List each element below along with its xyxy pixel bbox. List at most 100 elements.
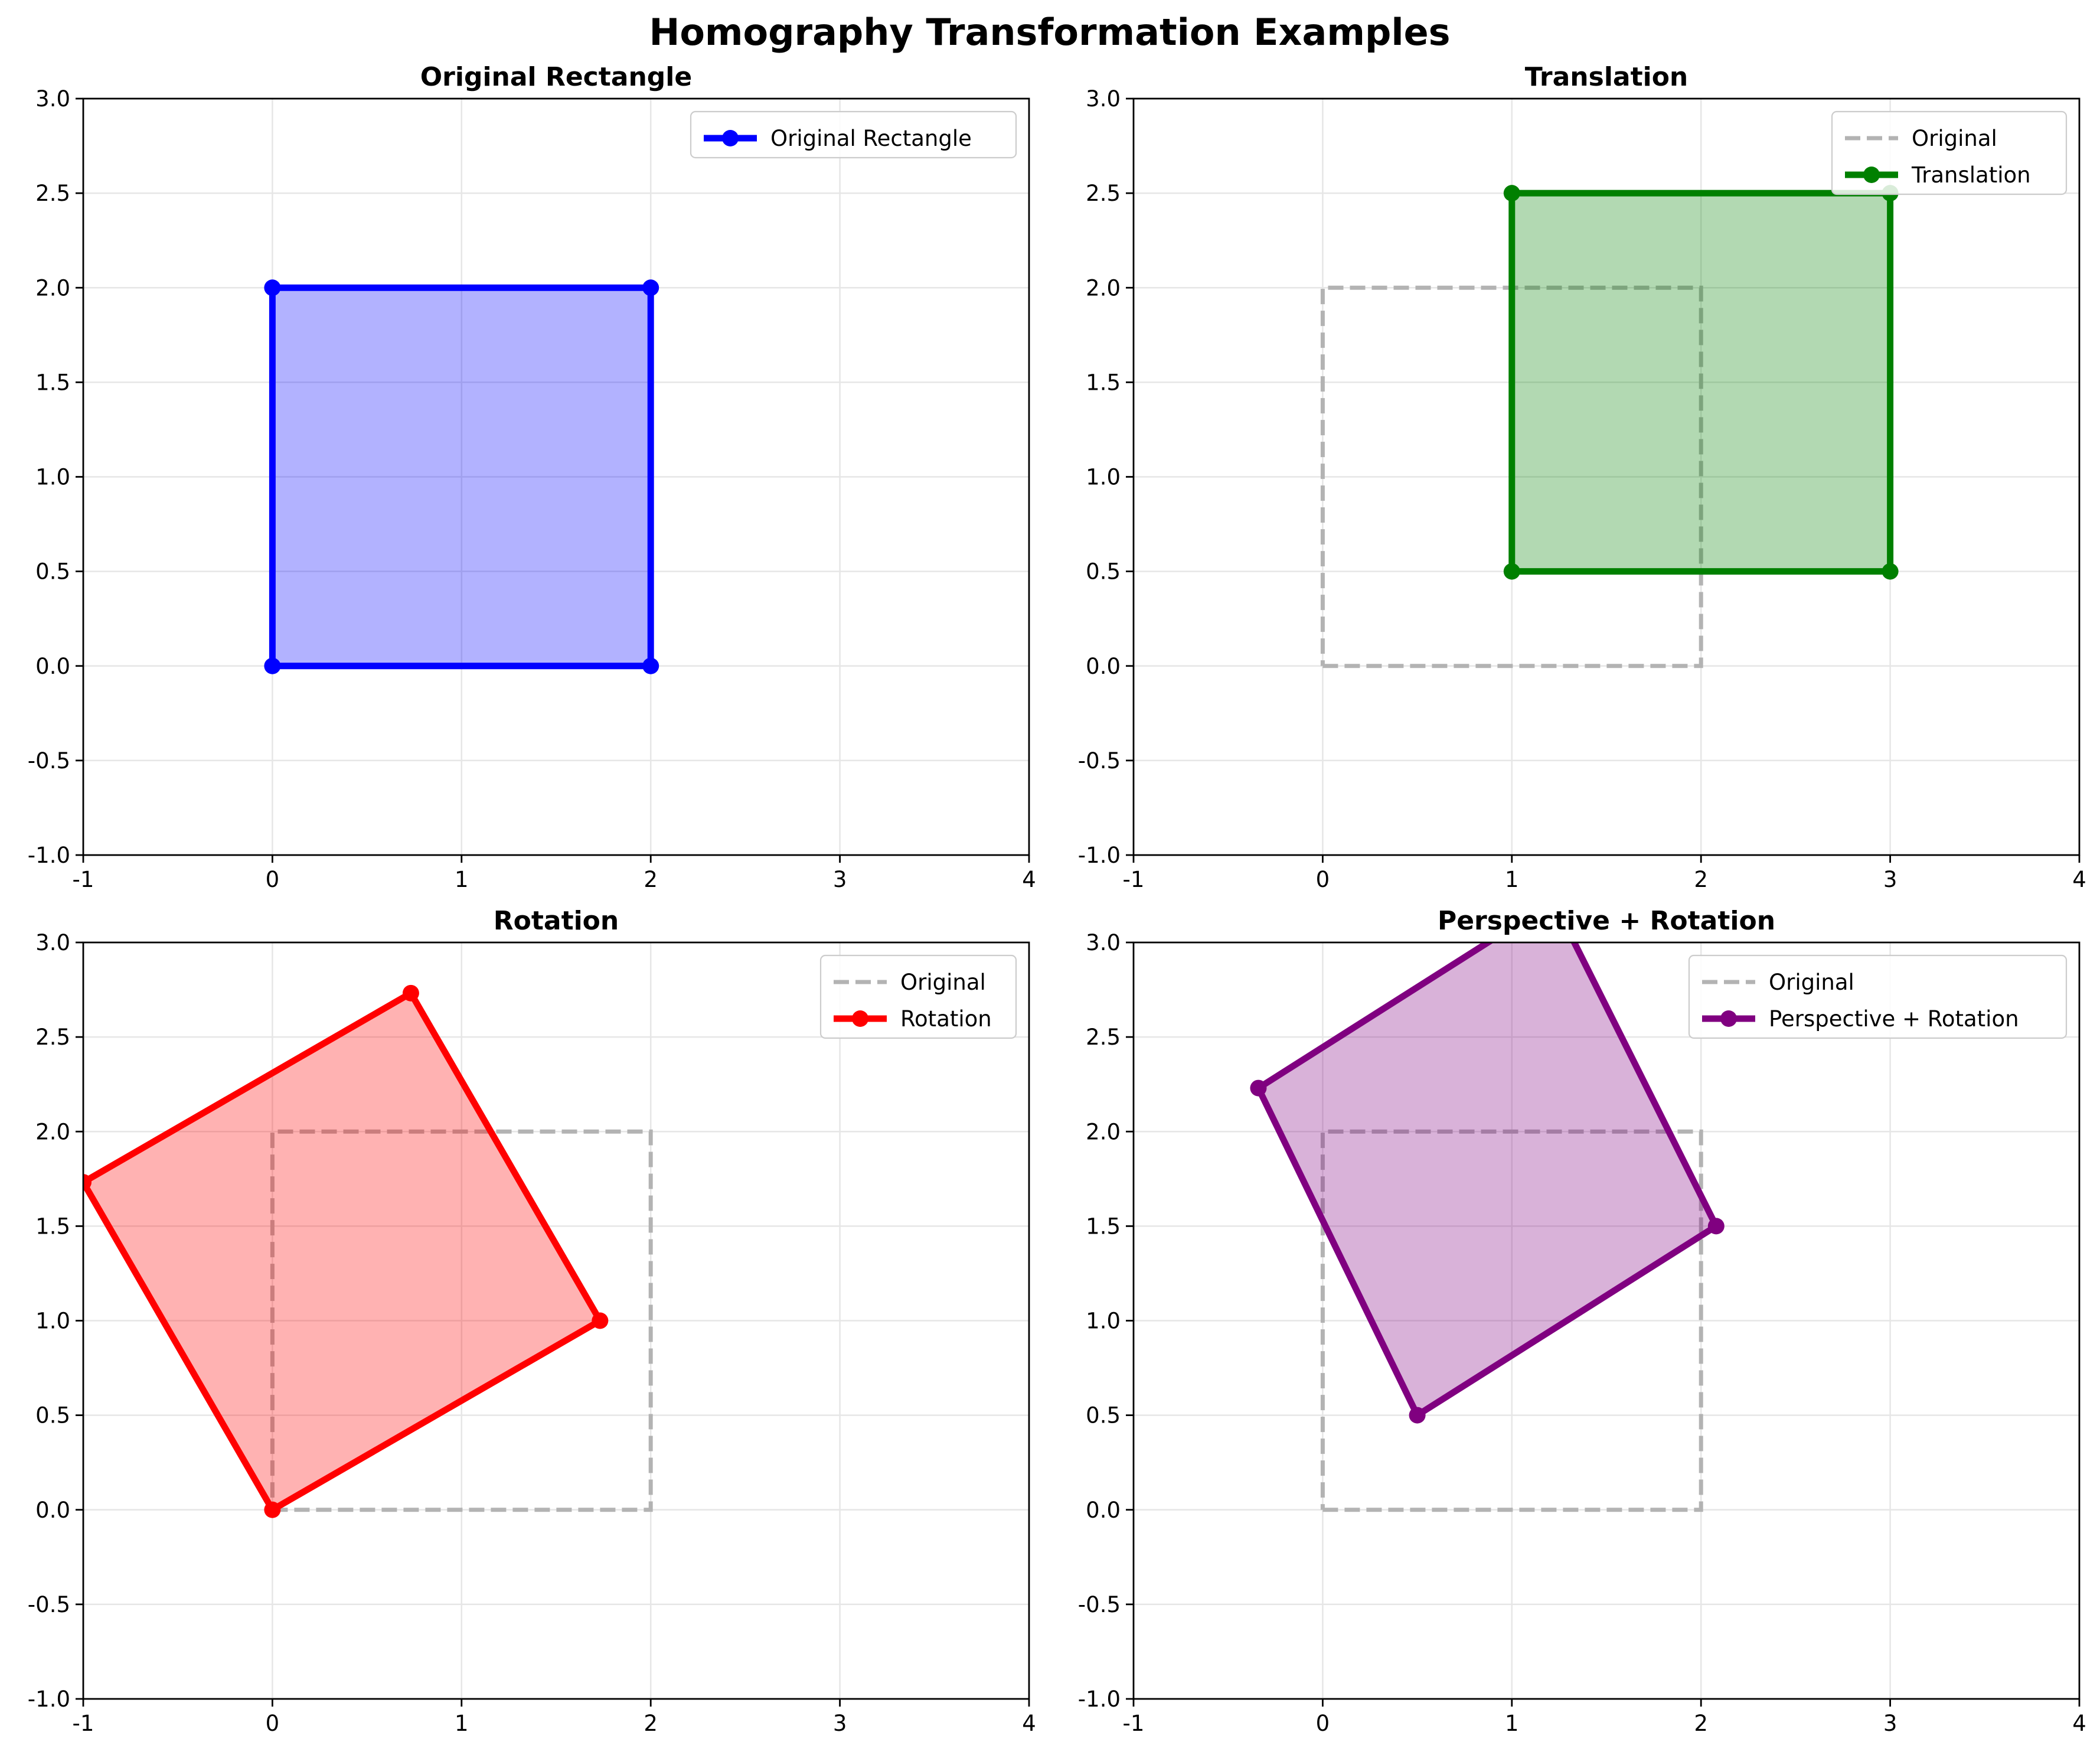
y-tick-label: 2.5 [1086,181,1121,206]
legend-frame [690,110,1017,159]
x-tick-label: 1 [1505,867,1519,892]
y-tick-label: -0.5 [28,1592,70,1617]
x-tick-label: 1 [455,1711,469,1736]
vertex-point-2 [1707,1218,1725,1235]
y-tick-label: -1.0 [28,843,70,868]
x-tick-label: 0 [266,867,280,892]
subplot-title: Original Rectangle [420,62,692,92]
x-tick-label: 3 [1883,867,1897,892]
y-tick-label: -0.5 [28,748,70,774]
vertex-point-4 [1503,185,1520,202]
shape-outline-line [1254,942,1720,1418]
x-tick-label: 0 [1316,867,1330,892]
y-tick-label: -0.5 [1078,748,1121,774]
legend-original-label: Original [1912,126,1997,151]
subplot-grid: -1 0 1 2 3 4 -1.0 -0.5 0.0 0.5 1.0 1.5 2.0 2.5 3.0 Orig… [28,62,2086,1736]
y-tick-label: 1.5 [1086,370,1121,395]
vertex-point-2 [642,657,659,674]
original-outline-line [1320,285,1703,668]
x-tick-label: -1 [73,1711,94,1736]
vertex-point-3 [402,984,419,1002]
legend-shape-label: Rotation [900,1006,992,1032]
x-tick-label: 4 [1022,867,1036,892]
x-tick-label: -1 [73,867,94,892]
vertex-point-2 [592,1312,609,1329]
y-tick-label: 1.0 [35,465,70,490]
shape-fill [1511,193,1890,572]
y-tick-label: 0.5 [35,1403,70,1428]
y-tick-label: 1.0 [1086,1309,1121,1334]
plot-area [264,279,659,674]
vertex-point-1 [1503,563,1520,580]
y-tick-label: 0.5 [1086,559,1121,585]
x-tick-label: 2 [644,1711,658,1736]
x-tick-label: -1 [1123,1711,1145,1736]
y-tick-label: 3.0 [1086,930,1121,955]
legend-shape-marker [722,130,739,146]
y-tick-label: 3.0 [35,86,70,112]
legend-frame [1688,954,2068,1039]
x-tick-label: 2 [644,867,658,892]
y-tick-label: -1.0 [1078,1687,1121,1712]
legend-original-label: Original [1769,970,1854,995]
y-tick-label: 2.0 [1086,1119,1121,1144]
legend-shape-label: Translation [1911,162,2031,188]
vertex-point-4 [83,1174,92,1191]
y-tick-label: 0.5 [35,559,70,585]
vertex-point-4 [1250,1079,1267,1097]
shape-fill [272,288,651,666]
x-tick-label: 3 [1883,1711,1897,1736]
subplot-2: -1 0 1 2 3 4 -1.0 -0.5 0.0 0.5 1.0 1.5 2.0 2.5 3.0 Tran… [1078,62,2086,892]
vertex-point-3 [642,279,659,296]
legend-shape-marker [1863,167,1880,183]
y-tick-label: 2.5 [35,1025,70,1050]
y-tick-label: 1.5 [1086,1214,1121,1239]
x-tick-label: 1 [455,867,469,892]
y-tick-label: 0.0 [35,654,70,679]
x-tick-label: 4 [2072,867,2086,892]
x-tick-label: 0 [266,1711,280,1736]
legend: Original Rotation [819,954,1017,1039]
x-tick-label: -1 [1123,867,1145,892]
y-tick-label: 2.5 [1086,1025,1121,1050]
y-tick-label: 1.5 [35,370,70,395]
y-tick-label: 0.0 [1086,654,1121,679]
x-tick-label: 4 [2072,1711,2086,1736]
subplot-3: -1 0 1 2 3 4 -1.0 -0.5 0.0 0.5 1.0 1.5 2.0 2.5 3.0 Rota… [28,906,1036,1736]
y-tick-label: 0.0 [1086,1498,1121,1523]
plot-area [83,984,653,1518]
y-tick-label: 2.0 [1086,275,1121,301]
y-tick-label: 1.0 [35,1309,70,1334]
legend-shape-label: Perspective + Rotation [1769,1006,2019,1032]
y-tick-label: 0.0 [35,1498,70,1523]
original-outline-line [270,1129,653,1512]
x-tick-label: 0 [1316,1711,1330,1736]
legend: Original Rectangle [690,110,1017,159]
subplot-title: Rotation [494,906,619,936]
vertex-point-1 [264,1501,281,1518]
vertex-point-2 [1882,563,1899,580]
legend-shape-marker [852,1010,868,1027]
vertex-point-1 [1409,1407,1426,1424]
y-tick-label: -1.0 [1078,843,1121,868]
y-tick-label: -1.0 [28,1687,70,1712]
x-tick-label: 2 [1694,1711,1708,1736]
y-tick-label: 3.0 [35,930,70,955]
y-tick-label: 3.0 [1086,86,1121,112]
shape-fill [83,993,600,1510]
y-tick-label: 2.0 [35,1119,70,1144]
subplot-title: Perspective + Rotation [1438,906,1775,936]
x-tick-label: 4 [1022,1711,1036,1736]
y-tick-label: 2.0 [35,275,70,301]
y-tick-label: 2.5 [35,181,70,206]
y-tick-label: 1.5 [35,1214,70,1239]
legend-original-label: Original [900,970,986,995]
y-tick-label: 0.5 [1086,1403,1121,1428]
x-tick-label: 1 [1505,1711,1519,1736]
x-tick-label: 2 [1694,867,1708,892]
x-tick-label: 3 [833,867,847,892]
x-tick-label: 3 [833,1711,847,1736]
subplot-1: -1 0 1 2 3 4 -1.0 -0.5 0.0 0.5 1.0 1.5 2.0 2.5 3.0 Orig… [28,62,1036,892]
vertex-point-4 [264,279,281,296]
